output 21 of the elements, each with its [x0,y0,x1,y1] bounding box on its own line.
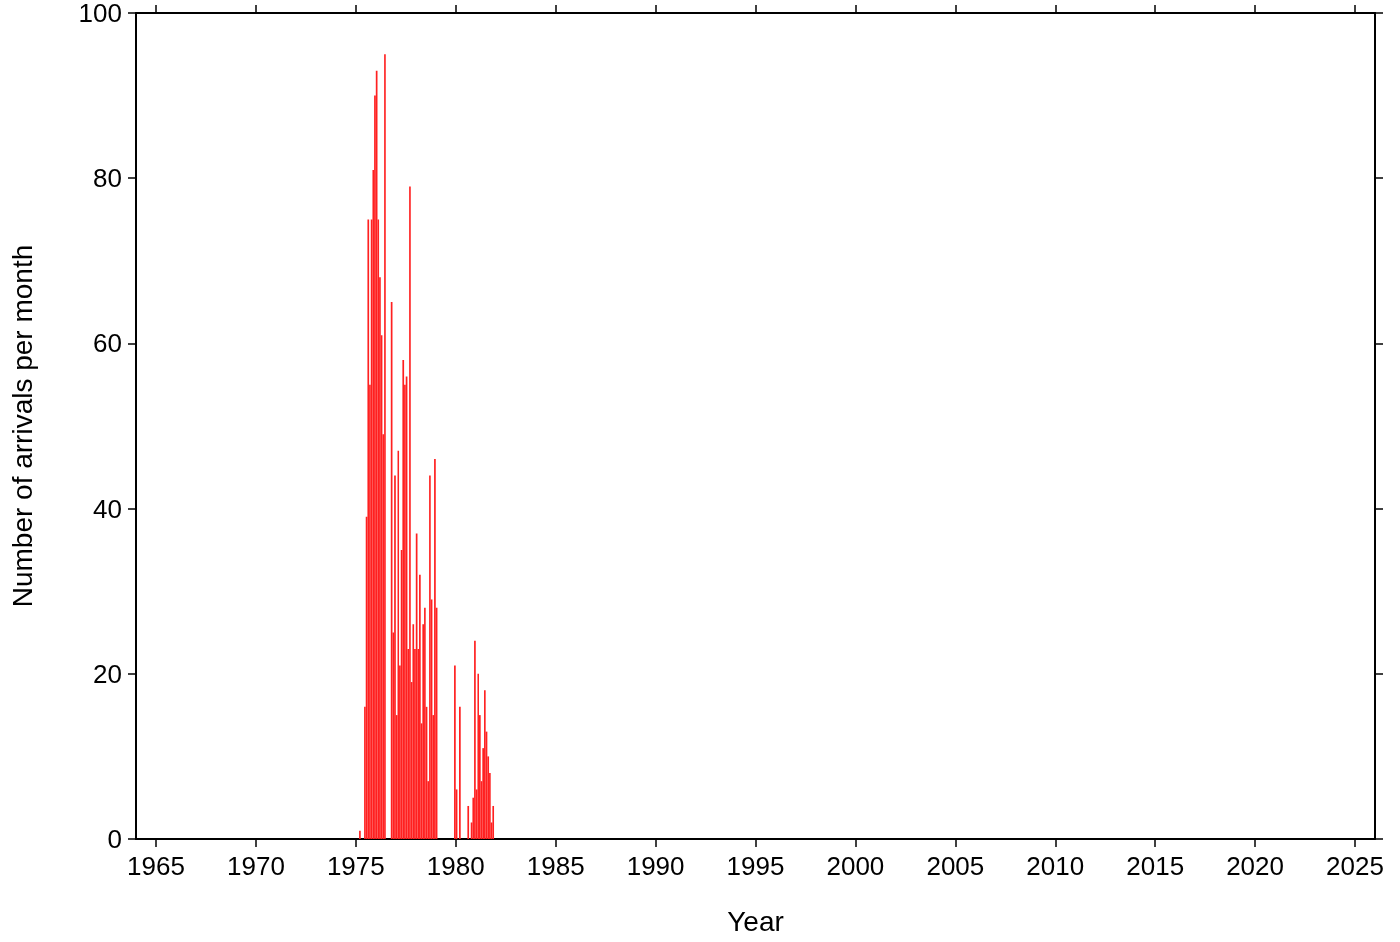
y-tick-label: 100 [78,0,122,28]
y-tick-label: 40 [93,493,122,524]
y-tick-label: 60 [93,328,122,359]
x-tick-label: 1970 [227,851,285,881]
y-tick-label: 80 [93,163,122,194]
y-tick-label: 0 [107,824,122,854]
x-tick-label: 1990 [626,851,685,881]
x-tick-label: 2015 [1126,851,1185,881]
x-tick-label: 2025 [1326,851,1384,881]
y-axis-title: Number of arrivals per month [6,244,38,608]
x-tick-label: 1985 [526,851,585,881]
x-tick-label: 2005 [926,851,985,881]
x-axis-title: Year [727,905,784,937]
x-tick-label: 1965 [127,851,185,881]
x-tick-label: 2000 [826,851,885,881]
x-tick-label: 1975 [326,851,385,881]
x-tick-label: 1995 [726,851,785,881]
x-tick-label: 2020 [1226,851,1284,881]
x-tick-label: 2010 [1026,851,1085,881]
x-tick-label: 1980 [426,851,485,881]
y-tick-label: 20 [93,658,122,689]
